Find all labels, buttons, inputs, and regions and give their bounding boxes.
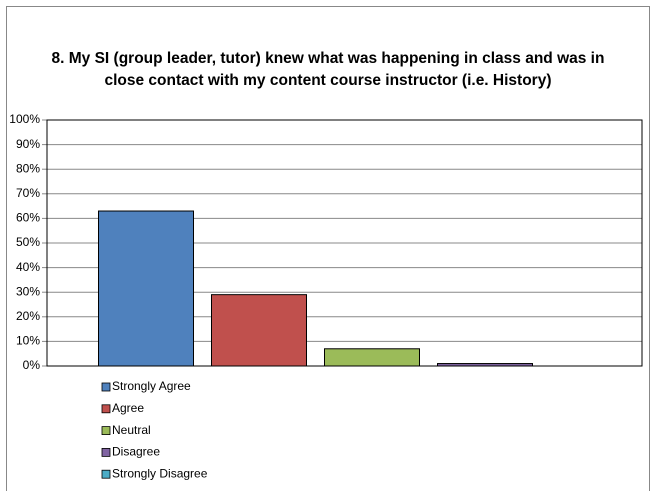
y-tick-label: 10% bbox=[16, 334, 40, 348]
y-tick-label: 20% bbox=[16, 309, 40, 323]
chart-border bbox=[6, 6, 650, 491]
y-tick-label: 30% bbox=[16, 284, 40, 298]
legend-swatch bbox=[101, 382, 111, 392]
y-tick-label: 70% bbox=[16, 186, 40, 200]
legend-swatch bbox=[101, 469, 111, 479]
bar bbox=[211, 294, 307, 367]
y-tick-label: 0% bbox=[23, 358, 41, 372]
bar bbox=[324, 348, 420, 367]
legend-swatch bbox=[101, 404, 111, 414]
chart-title: 8. My SI (group leader, tutor) knew what… bbox=[51, 50, 605, 89]
legend-swatch bbox=[101, 426, 111, 436]
y-tick-label: 80% bbox=[16, 161, 40, 175]
legend-label: Strongly Disagree bbox=[112, 466, 208, 480]
legend-label: Neutral bbox=[112, 423, 151, 437]
y-tick-label: 60% bbox=[16, 211, 40, 225]
legend-label: Strongly Agree bbox=[112, 379, 191, 393]
legend-label: Disagree bbox=[112, 445, 160, 459]
y-tick-label: 90% bbox=[16, 137, 40, 151]
bar bbox=[98, 210, 194, 367]
y-tick-label: 50% bbox=[16, 235, 40, 249]
bar bbox=[437, 363, 533, 367]
y-tick-label: 100% bbox=[9, 112, 40, 126]
legend-label: Agree bbox=[112, 401, 144, 415]
legend-swatch bbox=[101, 447, 111, 457]
y-tick-label: 40% bbox=[16, 260, 40, 274]
